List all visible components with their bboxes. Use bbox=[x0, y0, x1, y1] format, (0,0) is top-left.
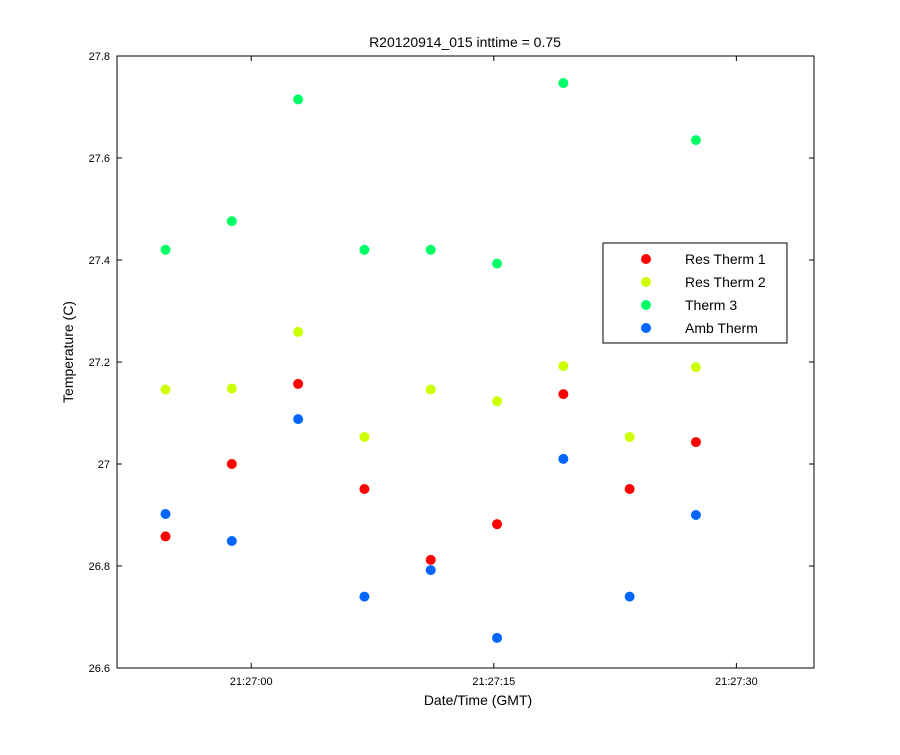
series-4 bbox=[160, 414, 701, 643]
data-point bbox=[293, 378, 304, 389]
data-point bbox=[425, 244, 436, 255]
y-tick-label: 27.6 bbox=[89, 153, 110, 165]
data-point bbox=[160, 384, 171, 395]
legend: Res Therm 1 Res Therm 2 Therm 3 Amb Therm bbox=[602, 242, 788, 344]
data-point bbox=[492, 519, 503, 530]
data-point bbox=[690, 362, 701, 373]
legend-marker bbox=[641, 323, 651, 333]
legend-entry-label: Res Therm 1 bbox=[685, 251, 766, 267]
data-point bbox=[226, 383, 237, 394]
series-3 bbox=[160, 78, 701, 269]
series-1 bbox=[160, 378, 701, 565]
data-point bbox=[690, 135, 701, 146]
y-tick-label: 27 bbox=[98, 459, 110, 471]
y-axis-label: Temperature (C) bbox=[60, 301, 76, 403]
chart-title: R20120914_015 inttime = 0.75 bbox=[369, 34, 561, 50]
y-tick-label: 26.6 bbox=[89, 663, 110, 675]
data-point bbox=[558, 78, 569, 89]
data-point bbox=[690, 510, 701, 520]
data-point bbox=[226, 216, 237, 227]
data-point bbox=[226, 536, 237, 547]
legend-box bbox=[602, 242, 788, 344]
legend-marker bbox=[641, 300, 651, 310]
data-point bbox=[293, 326, 304, 337]
data-point bbox=[425, 554, 436, 565]
data-point bbox=[624, 431, 635, 442]
x-tick-label: 21:27:00 bbox=[230, 676, 273, 688]
data-point bbox=[359, 591, 370, 602]
legend-entry-label: Therm 3 bbox=[685, 297, 737, 313]
data-point bbox=[558, 453, 569, 464]
data-point bbox=[293, 94, 304, 105]
y-tick-label: 27.2 bbox=[89, 357, 110, 369]
data-point bbox=[359, 431, 370, 442]
data-point bbox=[160, 531, 171, 542]
plot-area bbox=[116, 55, 815, 669]
data-points bbox=[160, 78, 701, 643]
axis-ticks: 26.6 26.8 27 27.2 27.4 27.6 27.8 21:27:00 21:27:… bbox=[89, 51, 814, 688]
data-point bbox=[226, 459, 237, 469]
x-tick-label: 21:27:15 bbox=[472, 676, 515, 688]
y-tick-label: 26.8 bbox=[89, 561, 110, 573]
y-tick-label: 27.8 bbox=[89, 51, 110, 63]
data-point bbox=[359, 244, 370, 255]
data-point bbox=[492, 632, 503, 643]
legend-marker bbox=[641, 277, 651, 287]
data-point bbox=[624, 483, 635, 494]
legend-entry-label: Amb Therm bbox=[685, 320, 758, 336]
data-point bbox=[690, 437, 701, 448]
data-point bbox=[359, 483, 370, 494]
x-axis-label: Date/Time (GMT) bbox=[424, 692, 532, 708]
data-point bbox=[558, 389, 569, 400]
y-tick-label: 27.4 bbox=[89, 255, 110, 267]
data-point bbox=[558, 361, 569, 372]
data-point bbox=[492, 258, 503, 269]
x-tick-label: 21:27:30 bbox=[715, 676, 758, 688]
data-point bbox=[624, 591, 635, 602]
data-point bbox=[425, 565, 436, 576]
data-point bbox=[293, 414, 304, 425]
data-point bbox=[425, 384, 436, 395]
data-point bbox=[160, 244, 171, 255]
series-2 bbox=[160, 326, 701, 442]
legend-marker bbox=[641, 254, 651, 264]
data-point bbox=[160, 508, 171, 519]
legend-entry-label: Res Therm 2 bbox=[685, 274, 766, 290]
data-point bbox=[492, 396, 503, 407]
